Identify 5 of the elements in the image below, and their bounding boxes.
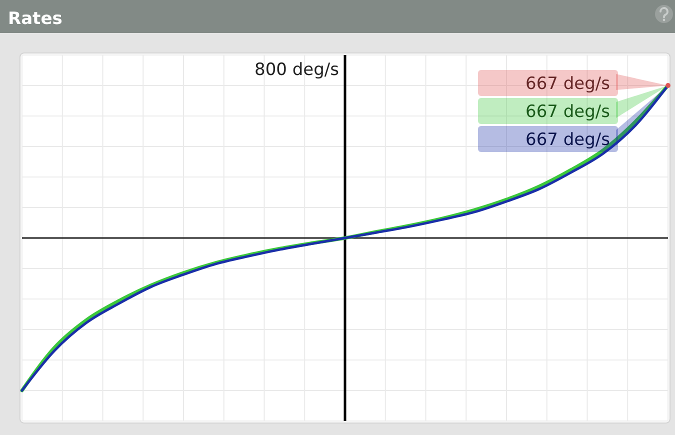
annotation: 667 deg/s — [526, 130, 610, 150]
annotation: 667 deg/s — [526, 74, 610, 94]
text: 800 deg/s — [254, 60, 340, 80]
annotation: 667 deg/s — [526, 102, 610, 122]
chart-title: Rates — [8, 9, 62, 29]
